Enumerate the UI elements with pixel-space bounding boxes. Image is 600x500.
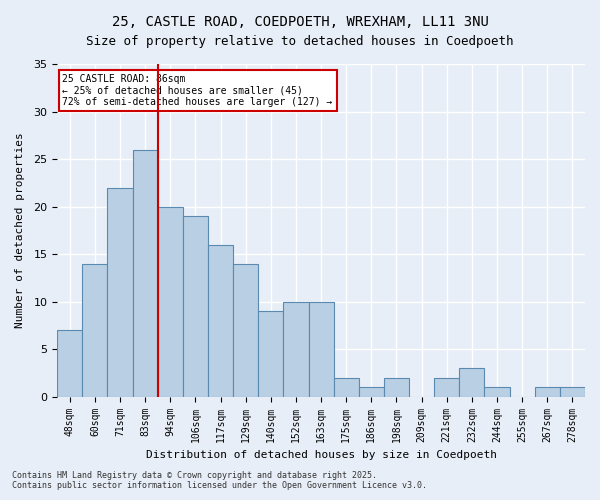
X-axis label: Distribution of detached houses by size in Coedpoeth: Distribution of detached houses by size …	[146, 450, 497, 460]
Bar	[334, 378, 359, 396]
Bar	[308, 302, 334, 396]
Text: Size of property relative to detached houses in Coedpoeth: Size of property relative to detached ho…	[86, 35, 514, 48]
Bar	[107, 188, 133, 396]
Bar	[434, 378, 460, 396]
Bar	[460, 368, 484, 396]
Bar	[208, 244, 233, 396]
Bar	[359, 387, 384, 396]
Bar	[233, 264, 258, 396]
Bar	[560, 387, 585, 396]
Bar	[82, 264, 107, 396]
Bar	[133, 150, 158, 396]
Bar	[535, 387, 560, 396]
Text: Contains HM Land Registry data © Crown copyright and database right 2025.
Contai: Contains HM Land Registry data © Crown c…	[12, 470, 427, 490]
Bar	[258, 311, 283, 396]
Bar	[384, 378, 409, 396]
Bar	[183, 216, 208, 396]
Bar	[57, 330, 82, 396]
Bar	[283, 302, 308, 396]
Bar	[484, 387, 509, 396]
Bar	[158, 206, 183, 396]
Text: 25, CASTLE ROAD, COEDPOETH, WREXHAM, LL11 3NU: 25, CASTLE ROAD, COEDPOETH, WREXHAM, LL1…	[112, 15, 488, 29]
Y-axis label: Number of detached properties: Number of detached properties	[15, 132, 25, 328]
Text: 25 CASTLE ROAD: 86sqm
← 25% of detached houses are smaller (45)
72% of semi-deta: 25 CASTLE ROAD: 86sqm ← 25% of detached …	[62, 74, 333, 107]
